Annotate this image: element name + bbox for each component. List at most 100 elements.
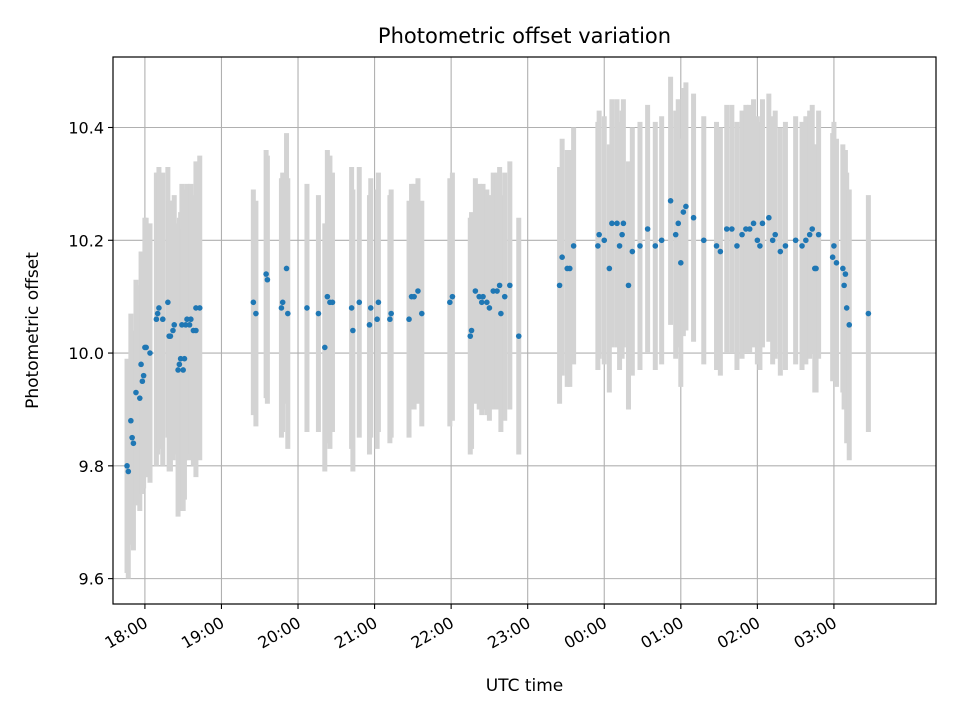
data-point <box>184 316 190 323</box>
data-point <box>182 322 189 328</box>
data-point <box>387 316 393 323</box>
data-point <box>559 254 565 260</box>
data-point <box>124 463 130 469</box>
data-point <box>388 310 394 317</box>
data-point <box>285 310 291 317</box>
data-point <box>734 243 740 249</box>
data-point <box>125 468 132 475</box>
data-point <box>629 248 636 255</box>
y-tick-label: 10.0 <box>68 344 104 363</box>
data-point <box>840 265 846 272</box>
data-point <box>757 243 763 249</box>
data-point <box>652 243 659 249</box>
data-point <box>449 293 456 300</box>
data-point <box>193 305 199 311</box>
data-point <box>644 226 651 232</box>
data-point <box>609 220 615 227</box>
data-point <box>625 282 632 289</box>
data-point <box>713 243 720 249</box>
data-point <box>672 231 679 238</box>
data-point <box>743 226 749 232</box>
x-axis-label: UTC time <box>486 676 564 696</box>
data-point <box>315 310 322 317</box>
data-point <box>375 299 382 306</box>
data-point <box>806 231 813 238</box>
data-point <box>683 203 689 210</box>
data-point <box>809 226 816 232</box>
data-point <box>566 265 573 272</box>
data-point <box>496 282 503 289</box>
data-point <box>193 327 199 334</box>
data-point <box>348 305 355 311</box>
data-point <box>596 231 602 238</box>
data-point <box>177 355 184 362</box>
data-point <box>782 243 789 249</box>
data-point <box>138 361 144 368</box>
data-point <box>264 276 271 283</box>
data-point <box>418 310 425 317</box>
data-point <box>667 197 674 204</box>
data-point <box>680 209 687 215</box>
data-point <box>717 248 724 255</box>
data-point <box>865 310 872 317</box>
data-point <box>329 299 336 306</box>
data-point <box>130 440 137 447</box>
data-point <box>188 316 194 323</box>
data-point <box>136 395 143 401</box>
data-point <box>601 237 608 244</box>
data-point <box>350 327 356 334</box>
data-point <box>486 305 493 311</box>
data-point <box>833 260 840 266</box>
data-point <box>181 355 188 362</box>
data-point <box>179 322 185 328</box>
data-point <box>467 333 474 339</box>
data-point <box>843 305 850 311</box>
data-point <box>176 361 183 368</box>
y-tick-label: 10.2 <box>68 231 104 250</box>
data-point <box>304 305 310 311</box>
data-point <box>374 316 380 323</box>
data-point <box>815 231 822 238</box>
data-point <box>501 293 508 300</box>
data-point <box>690 214 697 221</box>
data-point <box>253 310 259 317</box>
data-point <box>769 237 776 244</box>
data-point <box>759 220 766 227</box>
data-point <box>133 389 139 396</box>
data-point <box>620 220 627 227</box>
data-point <box>803 237 809 244</box>
data-point <box>556 282 563 289</box>
data-point <box>175 367 181 373</box>
data-point <box>322 344 328 351</box>
data-point <box>515 333 522 339</box>
data-point <box>279 299 286 306</box>
data-point <box>507 282 513 289</box>
chart-title: Photometric offset variation <box>378 24 671 48</box>
data-point <box>739 231 745 238</box>
data-point <box>147 350 153 356</box>
data-point <box>356 299 363 306</box>
data-point <box>799 243 805 249</box>
data-point <box>614 220 620 227</box>
data-point <box>831 243 837 249</box>
data-point <box>406 316 412 323</box>
y-axis-ticks: 9.6 9.8 10.0 10.2 10.4 <box>68 118 113 589</box>
data-point <box>140 372 147 379</box>
data-point <box>128 417 134 424</box>
data-point <box>606 265 613 272</box>
y-tick-label: 9.8 <box>79 457 104 476</box>
data-point <box>367 305 374 311</box>
data-point <box>750 220 757 227</box>
data-point <box>498 310 504 317</box>
data-point <box>754 237 761 244</box>
data-point <box>570 243 577 249</box>
data-point <box>766 214 772 221</box>
data-point <box>472 288 479 294</box>
data-point <box>484 299 490 306</box>
data-point <box>476 293 483 300</box>
data-point <box>842 271 849 277</box>
data-point <box>723 226 730 232</box>
data-point <box>678 260 684 266</box>
data-point <box>658 237 665 244</box>
